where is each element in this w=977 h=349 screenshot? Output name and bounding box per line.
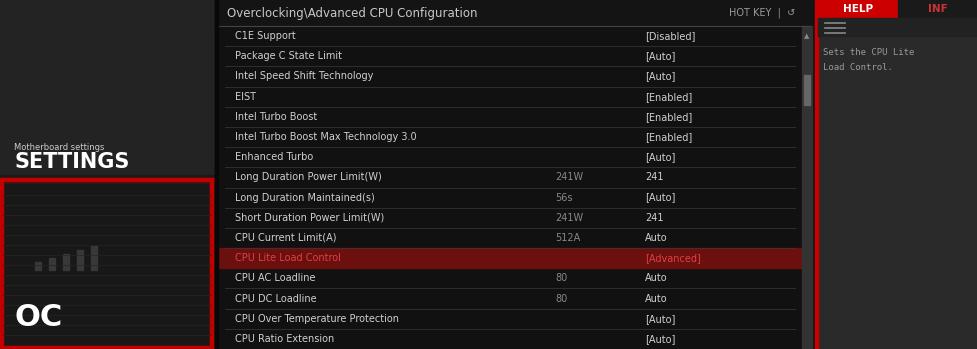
Bar: [818, 18, 977, 36]
Text: CPU AC Loadline: CPU AC Loadline: [235, 273, 316, 283]
Text: Long Duration Maintained(s): Long Duration Maintained(s): [235, 193, 375, 202]
Bar: [215, 0, 218, 349]
Text: [Auto]: [Auto]: [645, 314, 675, 324]
Text: Sets the CPU Lite
Load Control.: Sets the CPU Lite Load Control.: [823, 48, 914, 72]
Text: [Enabled]: [Enabled]: [645, 92, 693, 102]
Bar: [815, 0, 818, 349]
Text: EIST: EIST: [235, 92, 256, 102]
Text: CPU Lite Load Control: CPU Lite Load Control: [235, 253, 341, 263]
Text: [Enabled]: [Enabled]: [645, 132, 693, 142]
Text: [Auto]: [Auto]: [645, 193, 675, 202]
Text: Motherboard settings: Motherboard settings: [14, 143, 105, 153]
Text: [Auto]: [Auto]: [645, 152, 675, 162]
Text: OC: OC: [14, 304, 63, 333]
Text: Auto: Auto: [645, 294, 667, 304]
Bar: [802, 26, 812, 349]
Bar: [77, 250, 83, 270]
Bar: [804, 75, 810, 105]
Text: INF: INF: [927, 4, 948, 14]
Bar: [0, 0, 215, 175]
Text: 80: 80: [555, 294, 568, 304]
Bar: [2, 179, 211, 348]
Bar: [898, 0, 977, 18]
Bar: [215, 0, 815, 349]
Text: 241: 241: [645, 172, 663, 183]
Bar: [0, 0, 215, 349]
Text: CPU DC Loadline: CPU DC Loadline: [235, 294, 317, 304]
Text: Short Duration Power Limit(W): Short Duration Power Limit(W): [235, 213, 384, 223]
Text: [Disabled]: [Disabled]: [645, 31, 696, 41]
Text: Long Duration Power Limit(W): Long Duration Power Limit(W): [235, 172, 382, 183]
Text: 512A: 512A: [555, 233, 580, 243]
Text: Package C State Limit: Package C State Limit: [235, 51, 342, 61]
Text: Intel Turbo Boost Max Technology 3.0: Intel Turbo Boost Max Technology 3.0: [235, 132, 416, 142]
Text: 241: 241: [645, 213, 663, 223]
Text: [Auto]: [Auto]: [645, 334, 675, 344]
Bar: [49, 258, 55, 270]
Text: [Auto]: [Auto]: [645, 72, 675, 81]
Text: Auto: Auto: [645, 273, 667, 283]
Bar: [0, 175, 215, 349]
Text: 80: 80: [555, 273, 568, 283]
Text: C1E Support: C1E Support: [235, 31, 296, 41]
Text: [Advanced]: [Advanced]: [645, 253, 701, 263]
Bar: [63, 254, 69, 270]
Text: HELP: HELP: [843, 4, 873, 14]
Bar: [815, 0, 977, 349]
Text: Enhanced Turbo: Enhanced Turbo: [235, 152, 314, 162]
Bar: [91, 246, 97, 270]
Text: 56s: 56s: [555, 193, 573, 202]
Text: [Auto]: [Auto]: [645, 51, 675, 61]
Bar: [215, 0, 815, 26]
Text: CPU Over Temperature Protection: CPU Over Temperature Protection: [235, 314, 399, 324]
Text: ▲: ▲: [804, 33, 810, 39]
Bar: [35, 262, 41, 270]
Text: CPU Ratio Extension: CPU Ratio Extension: [235, 334, 334, 344]
Text: Auto: Auto: [645, 233, 667, 243]
Text: Overclocking\Advanced CPU Configuration: Overclocking\Advanced CPU Configuration: [227, 7, 478, 20]
Text: SETTINGS: SETTINGS: [14, 152, 129, 172]
Text: CPU Current Limit(A): CPU Current Limit(A): [235, 233, 336, 243]
Text: Intel Turbo Boost: Intel Turbo Boost: [235, 112, 318, 122]
Bar: [818, 0, 898, 18]
Text: HOT KEY  |  ↺: HOT KEY | ↺: [729, 8, 795, 18]
Text: [Enabled]: [Enabled]: [645, 112, 693, 122]
Bar: [1, 180, 212, 348]
Text: 241W: 241W: [555, 213, 583, 223]
Text: Intel Speed Shift Technology: Intel Speed Shift Technology: [235, 72, 373, 81]
Text: 241W: 241W: [555, 172, 583, 183]
Bar: [215, 248, 810, 268]
